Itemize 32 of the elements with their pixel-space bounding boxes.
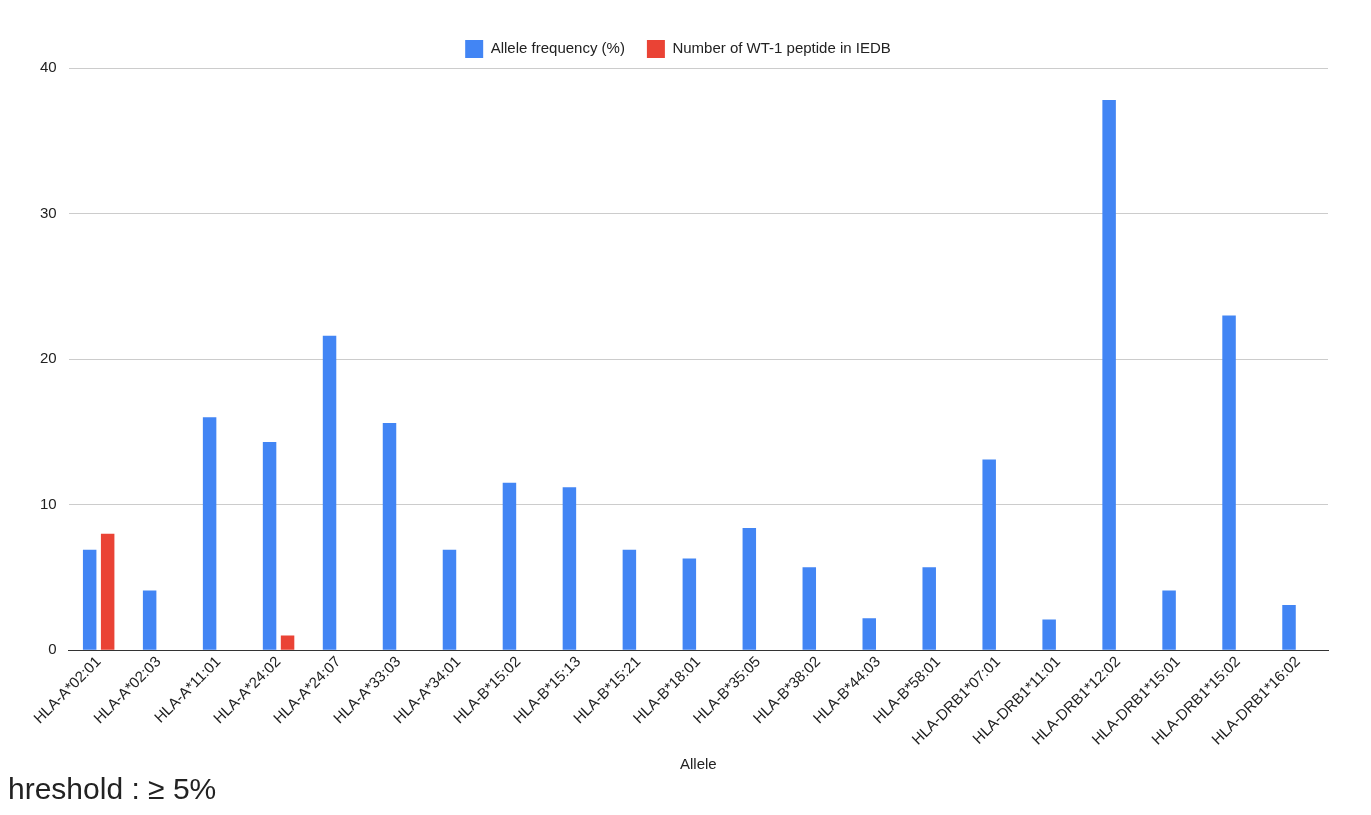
- bar: [1222, 315, 1236, 650]
- bar: [862, 618, 876, 650]
- bar: [1102, 100, 1116, 650]
- bar: [442, 549, 457, 650]
- bar: [802, 567, 817, 650]
- y-tick-label: 10: [40, 494, 57, 512]
- legend-label: Allele frequency (%): [490, 39, 625, 57]
- bar: [742, 527, 757, 650]
- bar: [682, 558, 697, 650]
- bar: [562, 487, 577, 650]
- y-tick-label: 30: [40, 203, 57, 221]
- bar: [202, 417, 217, 650]
- bar: [502, 482, 517, 650]
- bar: [100, 533, 115, 650]
- legend-label: Number of WT-1 peptide in IEDB: [672, 39, 891, 57]
- bar: [382, 423, 397, 650]
- y-tick-label: 40: [40, 58, 57, 76]
- bar: [262, 442, 277, 650]
- bar: [982, 459, 996, 650]
- y-tick-label: 0: [48, 640, 57, 658]
- text: hreshold : ≥ 5%: [8, 772, 218, 806]
- bar: [322, 335, 337, 650]
- bar: [1282, 605, 1296, 650]
- bar: [1042, 619, 1056, 650]
- bar: [280, 635, 295, 650]
- bar: [82, 549, 97, 650]
- bar: [922, 567, 936, 650]
- bar: [142, 590, 157, 650]
- x-axis-title: Allele: [680, 755, 717, 773]
- bar: [622, 549, 637, 650]
- y-tick-label: 20: [40, 349, 57, 367]
- bar: [1162, 590, 1176, 650]
